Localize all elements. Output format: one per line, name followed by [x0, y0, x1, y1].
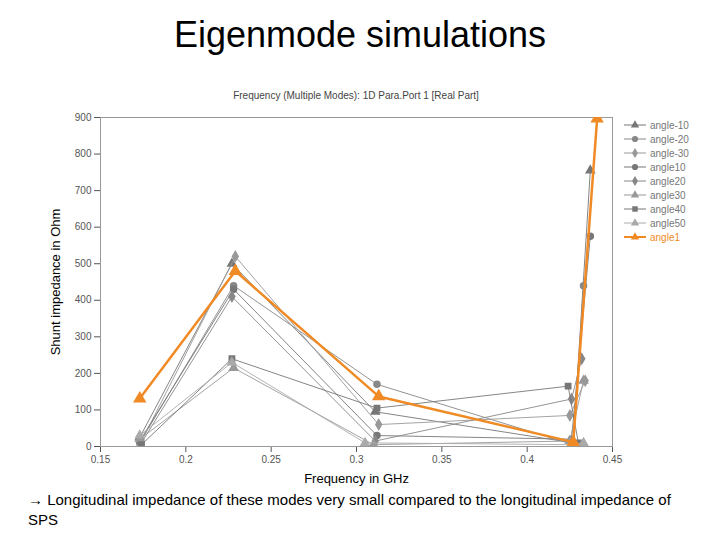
html-text:angle20: angle20 — [650, 175, 686, 187]
html-text:angle-20: angle-20 — [650, 133, 689, 145]
svg-text:0.45: 0.45 — [603, 454, 623, 465]
svg-text:0.2: 0.2 — [179, 454, 193, 465]
svg-text:200: 200 — [75, 368, 92, 379]
html-text:Frequency (Multiple Modes): 1D: Frequency (Multiple Modes): 1D Para.Port… — [233, 90, 479, 101]
svg-text:0.35: 0.35 — [432, 454, 452, 465]
svg-text:900: 900 — [75, 112, 92, 123]
svg-text:500: 500 — [75, 258, 92, 269]
svg-text:100: 100 — [75, 404, 92, 415]
html-text:→ Longitudinal impedance of th: → Longitudinal impedance of these modes … — [28, 491, 671, 528]
svg-text:0.25: 0.25 — [261, 454, 281, 465]
html-text:angle30: angle30 — [650, 189, 686, 201]
svg-text:400: 400 — [75, 294, 92, 305]
html-text:Eigenmode simulations: Eigenmode simulations — [173, 14, 547, 55]
svg-text:600: 600 — [75, 221, 92, 232]
html-text:angle1: angle1 — [650, 231, 680, 243]
svg-text:0.3: 0.3 — [350, 454, 364, 465]
html-text:angle-30: angle-30 — [650, 147, 689, 159]
html-text:angle-10: angle-10 — [650, 119, 689, 131]
svg-text:Shunt impedance in Ohm: Shunt impedance in Ohm — [48, 209, 63, 356]
svg-text:700: 700 — [75, 185, 92, 196]
svg-text:0.15: 0.15 — [91, 454, 111, 465]
svg-text:800: 800 — [75, 148, 92, 159]
svg-text:300: 300 — [75, 331, 92, 342]
html-text:angle10: angle10 — [650, 161, 686, 173]
svg-text:0: 0 — [86, 441, 92, 452]
html-text:angle40: angle40 — [650, 203, 686, 215]
svg-text:Frequency in GHz: Frequency in GHz — [304, 471, 409, 486]
svg-text:0.4: 0.4 — [520, 454, 534, 465]
html-text:angle50: angle50 — [650, 217, 686, 229]
